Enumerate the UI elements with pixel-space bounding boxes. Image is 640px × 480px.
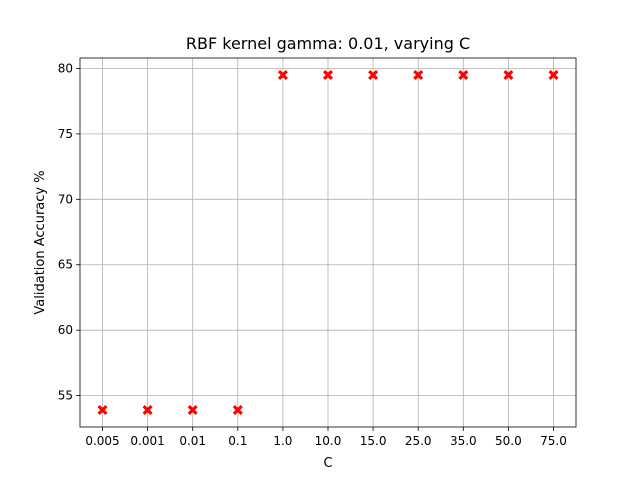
x-tick-label: 1.0 <box>273 434 292 448</box>
y-tick-label: 80 <box>58 61 73 75</box>
data-point <box>368 70 379 81</box>
x-tick-label: 25.0 <box>405 434 432 448</box>
data-point <box>142 404 153 415</box>
data-point <box>187 404 198 415</box>
x-tick-label: 0.001 <box>130 434 164 448</box>
x-tick-label: 15.0 <box>360 434 387 448</box>
data-points <box>97 70 559 415</box>
x-axis-label: C <box>323 456 332 471</box>
x-tick-label: 0.1 <box>228 434 247 448</box>
data-point <box>413 70 424 81</box>
y-tick-label: 65 <box>58 258 73 272</box>
chart-title: RBF kernel gamma: 0.01, varying C <box>186 34 470 53</box>
data-point <box>323 70 333 81</box>
y-tick-label: 60 <box>58 323 73 337</box>
data-point <box>97 404 108 415</box>
y-tick-label: 55 <box>58 389 73 403</box>
x-tick-label: 10.0 <box>315 434 342 448</box>
data-point <box>548 70 559 81</box>
data-point <box>458 70 469 81</box>
y-tick-label: 75 <box>58 127 73 141</box>
data-point <box>232 404 243 415</box>
x-tick-label: 0.01 <box>179 434 206 448</box>
x-tick-label: 75.0 <box>540 434 567 448</box>
axis-ticks: 0.005 0.001 0.01 0.1 1.0 10.0 15.0 25.0 35.0 50.0… <box>58 61 567 448</box>
x-tick-label: 35.0 <box>450 434 477 448</box>
x-tick-label: 50.0 <box>495 434 522 448</box>
data-point <box>277 70 288 81</box>
data-point <box>503 70 514 81</box>
y-tick-label: 70 <box>58 192 73 206</box>
grid <box>80 58 576 427</box>
x-tick-label: 0.005 <box>85 434 119 448</box>
y-axis-label: Validation Accuracy % <box>33 170 48 314</box>
